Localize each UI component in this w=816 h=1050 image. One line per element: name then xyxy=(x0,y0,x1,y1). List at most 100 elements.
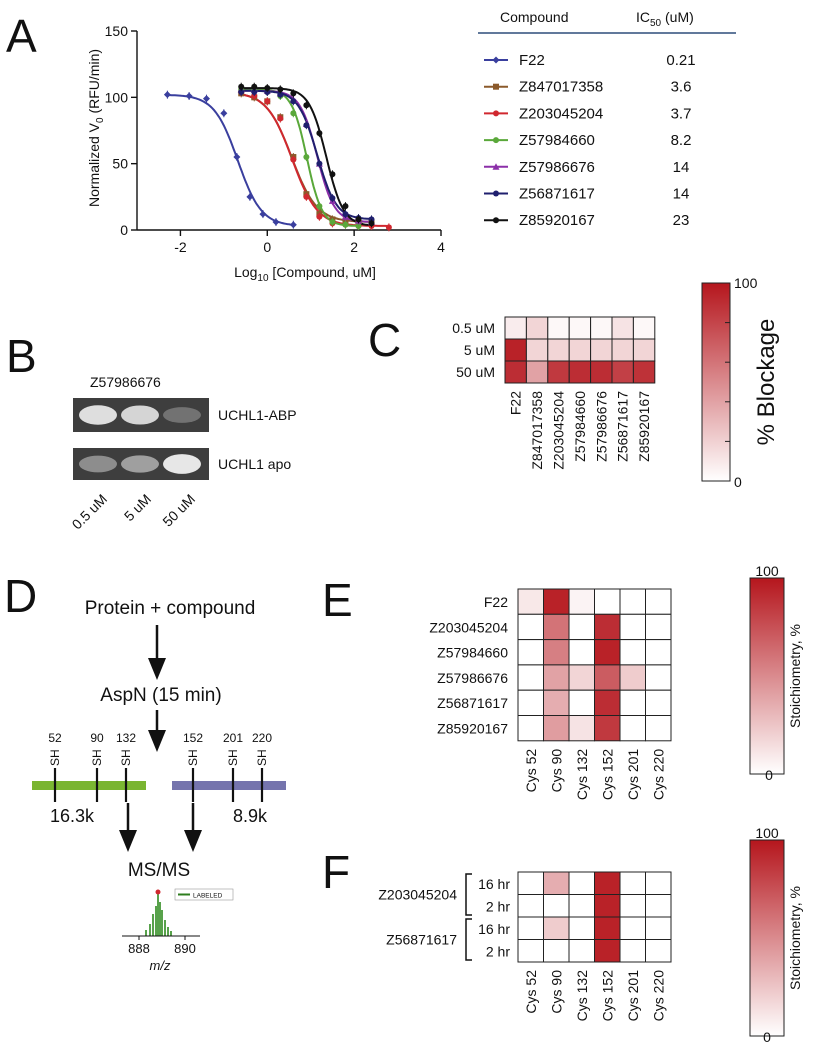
axes: -2 0 2 4 0 50 100 150 xyxy=(105,23,445,255)
site-number: 132 xyxy=(116,731,136,745)
heatmap-cell xyxy=(645,871,672,895)
gel-band xyxy=(163,407,201,423)
legend-ic50-value: 0.21 xyxy=(666,52,695,69)
y-tick-label: 150 xyxy=(105,23,129,39)
cysteine-sites: SH 52 SH 90 SH 132 SH 152 SH 201 SH 220 xyxy=(48,731,272,802)
data-points xyxy=(163,82,392,232)
fragment-bar-left xyxy=(32,781,146,790)
gel-band xyxy=(121,455,159,473)
ms-tick-label: 890 xyxy=(174,941,196,956)
heatmap-cell xyxy=(517,588,544,615)
workflow-diagram: Protein + compound AspN (15 min) SH 52 SH 9… xyxy=(32,598,286,973)
heatmap-col-label: Cys 52 xyxy=(523,749,539,793)
heatmap-cell xyxy=(594,715,621,742)
heatmap-col-label: Cys 152 xyxy=(599,970,615,1022)
colorbar-gradient xyxy=(749,839,785,1037)
heatmap-cell xyxy=(632,338,656,362)
legend-compound-name: F22 xyxy=(519,52,545,69)
x-axis-label: Log10 [Compound, uM] xyxy=(234,264,376,284)
legend-compound-name: Z56871617 xyxy=(519,186,595,203)
legend-ic50-value: 14 xyxy=(673,186,690,203)
heatmap-cell xyxy=(619,715,646,742)
heatmap-cell xyxy=(568,338,592,362)
panel-label-f: F xyxy=(322,846,350,898)
ms-peaks xyxy=(145,889,172,936)
heatmap-cell xyxy=(619,916,646,940)
heatmap-row-label: Z57984660 xyxy=(437,645,508,661)
heatmap-cell xyxy=(611,316,634,340)
sh-label: SH xyxy=(255,749,269,766)
legend-marker xyxy=(492,56,500,64)
ms-tick-label: 888 xyxy=(128,941,150,956)
heatmap-row-label: 2 hr xyxy=(486,899,510,915)
heatmap-cell xyxy=(590,338,613,362)
heatmap-cell xyxy=(619,639,646,666)
fragment-mass-right: 8.9k xyxy=(233,806,268,826)
data-point xyxy=(355,216,362,223)
heatmap-cell xyxy=(517,613,544,641)
x-tick-label: 4 xyxy=(437,239,445,255)
heatmap-cell xyxy=(543,613,570,641)
heatmap-cell xyxy=(645,916,672,940)
workflow-step-msms: MS/MS xyxy=(128,860,190,881)
legend-compound-name: Z85920167 xyxy=(519,212,595,229)
data-point xyxy=(316,130,323,137)
panel-label-a: A xyxy=(6,10,37,62)
heatmap-cell xyxy=(547,316,570,340)
x-tick-label: 0 xyxy=(263,239,271,255)
colorbar-tick-label: 0 xyxy=(734,474,742,490)
data-point xyxy=(272,218,280,226)
heatmap-cell xyxy=(619,871,646,895)
heatmap-cell xyxy=(611,338,634,362)
heatmap-cell xyxy=(645,588,672,615)
heatmap-col-label: Cys 220 xyxy=(650,749,666,801)
heatmap-cell xyxy=(543,588,570,615)
panel-label-d: D xyxy=(4,570,37,622)
heatmap-cell xyxy=(504,316,527,340)
heatmap-cell xyxy=(632,316,656,340)
data-point xyxy=(342,221,349,228)
data-point xyxy=(238,89,245,96)
heatmap-cell xyxy=(568,588,595,615)
sh-label: SH xyxy=(48,749,62,766)
sh-label: SH xyxy=(90,749,104,766)
heatmap-cell xyxy=(543,715,570,742)
fit-curve xyxy=(239,87,374,227)
data-point xyxy=(290,98,297,105)
ms-peak-marker xyxy=(155,889,161,895)
colorbar-tick-label: 100 xyxy=(755,825,779,841)
blockage-heatmap: 0.5 uM 5 uM 50 uM F22 Z847017358 Z203045204 Z5… xyxy=(452,316,656,470)
legend-marker xyxy=(493,110,499,117)
colorbar-gradient xyxy=(701,282,731,482)
arrow-down-icon xyxy=(148,730,166,752)
colorbar-label: % Blockage xyxy=(753,319,780,446)
legend-marker xyxy=(493,137,499,144)
stoichiometry-colorbar-f: 0 100 Stoichiometry, % xyxy=(749,825,803,1045)
heatmap-cell xyxy=(645,939,672,963)
data-point xyxy=(303,122,310,129)
heatmap-cell xyxy=(543,639,570,666)
data-point xyxy=(259,210,267,218)
heatmap-cell xyxy=(525,316,549,340)
heatmap-row-label: 16 hr xyxy=(478,921,510,937)
heatmap-cell xyxy=(645,715,672,742)
heatmap-cell xyxy=(517,715,544,742)
heatmap-col-label: Z57984660 xyxy=(572,391,588,462)
fit-curve xyxy=(165,94,296,226)
y-tick-label: 0 xyxy=(120,222,128,238)
colorbar-label: Stoichiometry, % xyxy=(787,624,803,728)
fit-curves xyxy=(165,87,392,227)
heatmap-col-label: Z56871617 xyxy=(615,391,631,462)
group-bracket xyxy=(465,873,472,916)
heatmap-col-label: F22 xyxy=(508,391,524,415)
heatmap-row-label: Z85920167 xyxy=(437,721,508,737)
legend-ic50-value: 3.6 xyxy=(671,79,692,96)
colorbar-tick-label: 100 xyxy=(755,563,779,579)
band-label-apo: UCHL1 apo xyxy=(218,456,291,472)
legend-ic50-value: 3.7 xyxy=(671,105,692,122)
arrow-down-icon xyxy=(119,830,137,852)
site-number: 201 xyxy=(223,731,243,745)
colorbar-label: Stoichiometry, % xyxy=(787,886,803,990)
heatmap-cell xyxy=(594,894,621,918)
heatmap-cell xyxy=(525,360,549,384)
